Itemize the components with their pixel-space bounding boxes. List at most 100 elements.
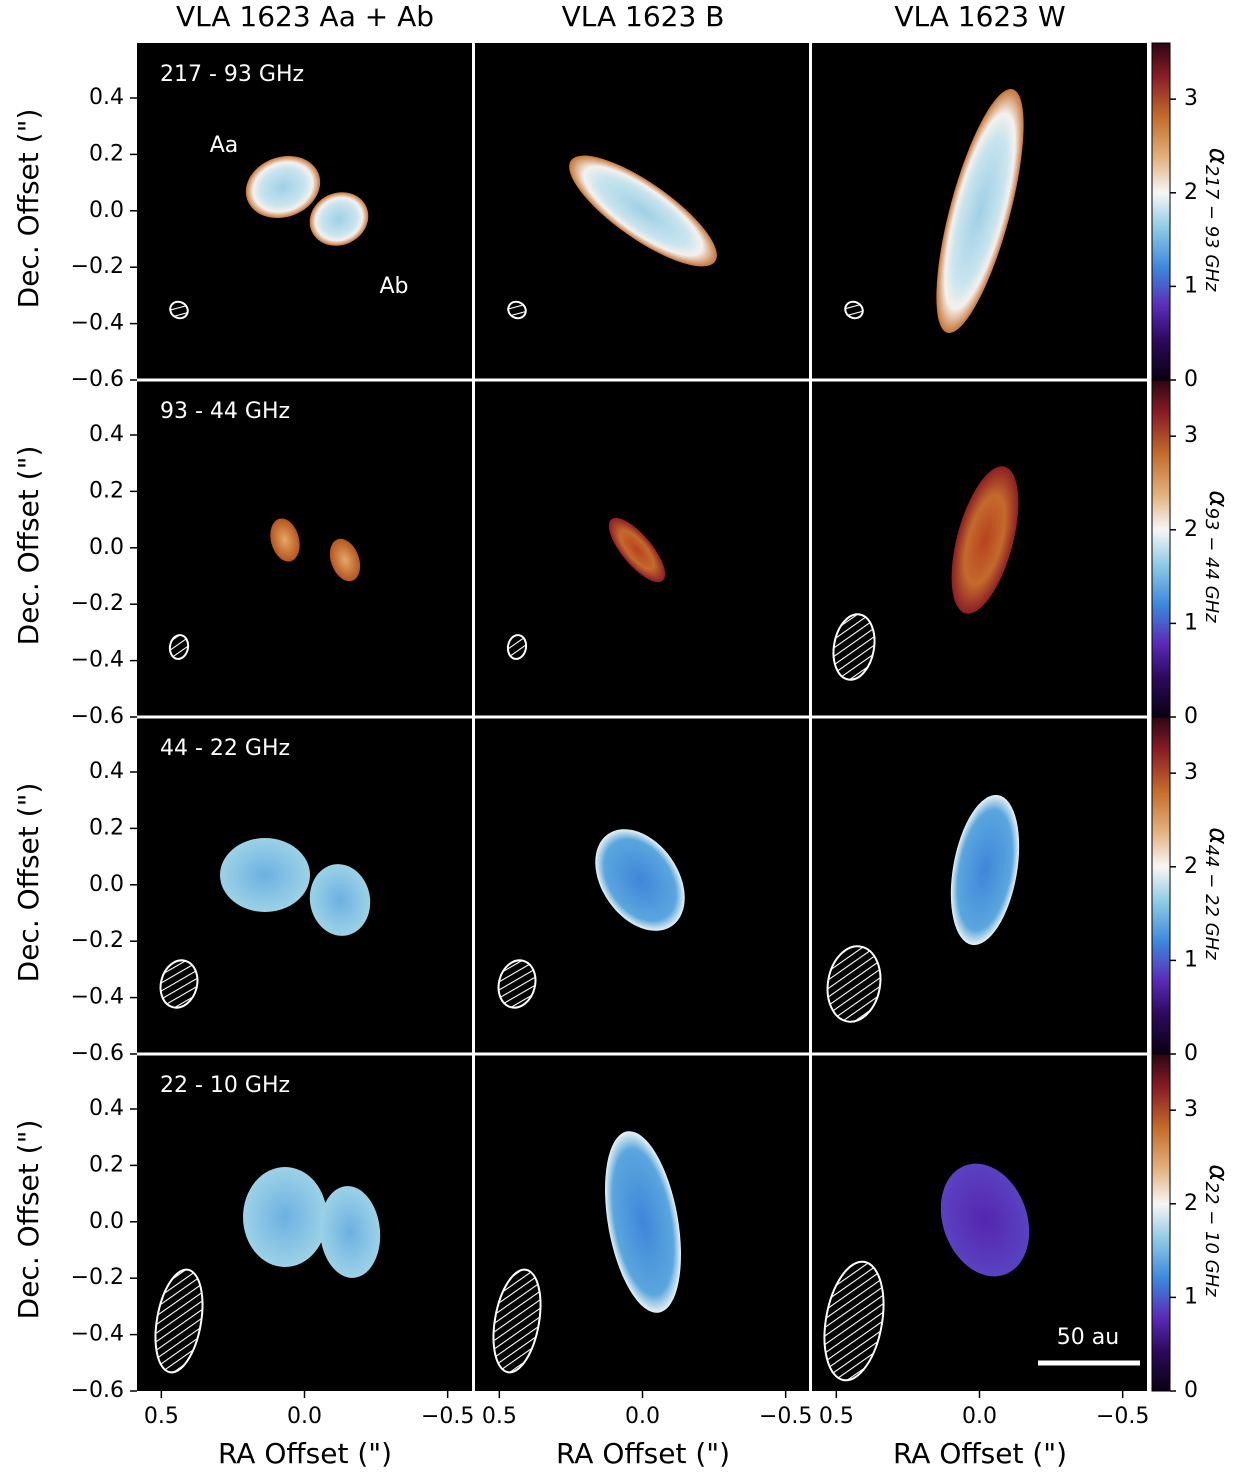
y-axis-label: Dec. Offset (") [12, 783, 45, 983]
source-emission [569, 155, 717, 267]
source-emission [245, 155, 321, 219]
beam [823, 1260, 885, 1382]
y-axis-label: Dec. Offset (") [12, 446, 45, 646]
source-emission [951, 466, 1019, 614]
beam [159, 959, 199, 1009]
colorbar-tick-label: 3 [1184, 423, 1198, 448]
colorbar-tick-label: 3 [1184, 1097, 1198, 1122]
beam [506, 634, 528, 660]
source-emission [936, 89, 1024, 333]
colorbar-label: α22 − 10 GHz [1201, 1164, 1234, 1297]
x-tick-label: 0.0 [287, 1404, 322, 1429]
colorbar-tick-label: 3 [1184, 760, 1198, 785]
column-title: VLA 1623 W [894, 0, 1065, 33]
column-title: VLA 1623 Aa + Ab [176, 0, 434, 33]
y-tick-label: −0.4 [71, 985, 124, 1010]
colorbar-tick-label: 1 [1184, 610, 1198, 635]
column-title: VLA 1623 B [562, 0, 725, 33]
x-tick-label: −0.5 [759, 1404, 812, 1429]
annotation: Aa [210, 133, 239, 158]
y-tick-label: 0.2 [89, 1152, 124, 1177]
colorbar-label: α217 − 93 GHz [1201, 148, 1234, 292]
y-axis-label: Dec. Offset (") [12, 1120, 45, 1320]
colorbar-tick-label: 2 [1184, 517, 1198, 542]
x-axis-label: RA Offset (") [893, 1437, 1067, 1470]
y-tick-label: −0.4 [71, 648, 124, 673]
beam [497, 959, 537, 1009]
x-tick-label: 0.5 [819, 1404, 854, 1429]
colorbar-label: α93 − 44 GHz [1201, 490, 1234, 623]
x-tick-label: 0.5 [144, 1404, 179, 1429]
beam [507, 300, 527, 320]
y-tick-label: −0.2 [71, 591, 124, 616]
source-emission [605, 1131, 681, 1313]
y-tick-label: −0.2 [71, 254, 124, 279]
colorbar-subscript: 217 − 93 GHz [1201, 165, 1222, 292]
y-tick-label: 0.4 [89, 1096, 124, 1121]
source-emission [243, 1167, 327, 1267]
y-tick-label: 0.2 [89, 141, 124, 166]
colorbar [1151, 379, 1171, 718]
colorbar-subscript: 22 − 10 GHz [1201, 1182, 1222, 1298]
source-emission [940, 1163, 1030, 1277]
y-tick-label: 0.2 [89, 815, 124, 840]
y-tick-label: −0.2 [71, 928, 124, 953]
colorbar-tick-label: 2 [1184, 854, 1198, 879]
colorbar-tick-label: 2 [1184, 1191, 1198, 1216]
source-emission [309, 864, 371, 936]
source-emission [319, 1186, 381, 1278]
colorbar-symbol: α [1204, 490, 1234, 507]
source-emission [220, 838, 310, 912]
y-tick-label: 0.0 [89, 872, 124, 897]
x-tick-label: 0.0 [962, 1404, 997, 1429]
colorbar-subscript: 93 − 44 GHz [1201, 508, 1222, 624]
colorbar-tick-label: 3 [1184, 86, 1198, 111]
y-tick-label: 0.0 [89, 1209, 124, 1234]
y-tick-label: −0.6 [71, 1378, 124, 1403]
y-tick-label: 0.4 [89, 85, 124, 110]
beam [168, 634, 190, 660]
source-emission [270, 518, 300, 562]
beam [844, 300, 864, 320]
colorbar-tick-label: 0 [1184, 1041, 1198, 1066]
x-tick-label: −0.5 [421, 1404, 474, 1429]
x-axis-label: RA Offset (") [218, 1437, 392, 1470]
colorbar-symbol: α [1204, 148, 1234, 165]
beam [154, 1268, 204, 1374]
y-tick-label: −0.4 [71, 311, 124, 336]
y-tick-label: −0.6 [71, 1041, 124, 1066]
y-tick-label: 0.2 [89, 478, 124, 503]
source-emission [608, 517, 666, 583]
x-tick-label: −0.5 [1096, 1404, 1149, 1429]
scalebar-label: 50 au [1057, 1325, 1119, 1350]
colorbar [1151, 42, 1171, 381]
beam [826, 945, 882, 1023]
colorbar-symbol: α [1204, 1164, 1234, 1181]
y-tick-label: −0.4 [71, 1322, 124, 1347]
colorbar [1151, 716, 1171, 1055]
y-tick-label: 0.0 [89, 198, 124, 223]
colorbar-subscript: 44 − 22 GHz [1201, 845, 1222, 961]
beam [832, 613, 876, 681]
source-emission [329, 538, 361, 582]
beam [169, 300, 189, 320]
y-tick-label: −0.6 [71, 704, 124, 729]
source-emission [595, 829, 685, 931]
x-tick-label: 0.5 [482, 1404, 517, 1429]
colorbar-tick-label: 0 [1184, 367, 1198, 392]
y-tick-label: 0.0 [89, 535, 124, 560]
beam [492, 1268, 542, 1374]
source-emission [309, 192, 369, 246]
colorbar-tick-label: 0 [1184, 1378, 1198, 1403]
colorbar-tick-label: 1 [1184, 273, 1198, 298]
y-tick-label: 0.4 [89, 422, 124, 447]
colorbar-label: α44 − 22 GHz [1201, 827, 1234, 960]
colorbar-symbol: α [1204, 827, 1234, 844]
panel [137, 380, 472, 717]
annotation: Ab [379, 274, 408, 299]
colorbar-tick-label: 2 [1184, 180, 1198, 205]
y-axis-label: Dec. Offset (") [12, 109, 45, 309]
row-label: 93 - 44 GHz [160, 399, 290, 424]
colorbar-tick-label: 1 [1184, 947, 1198, 972]
